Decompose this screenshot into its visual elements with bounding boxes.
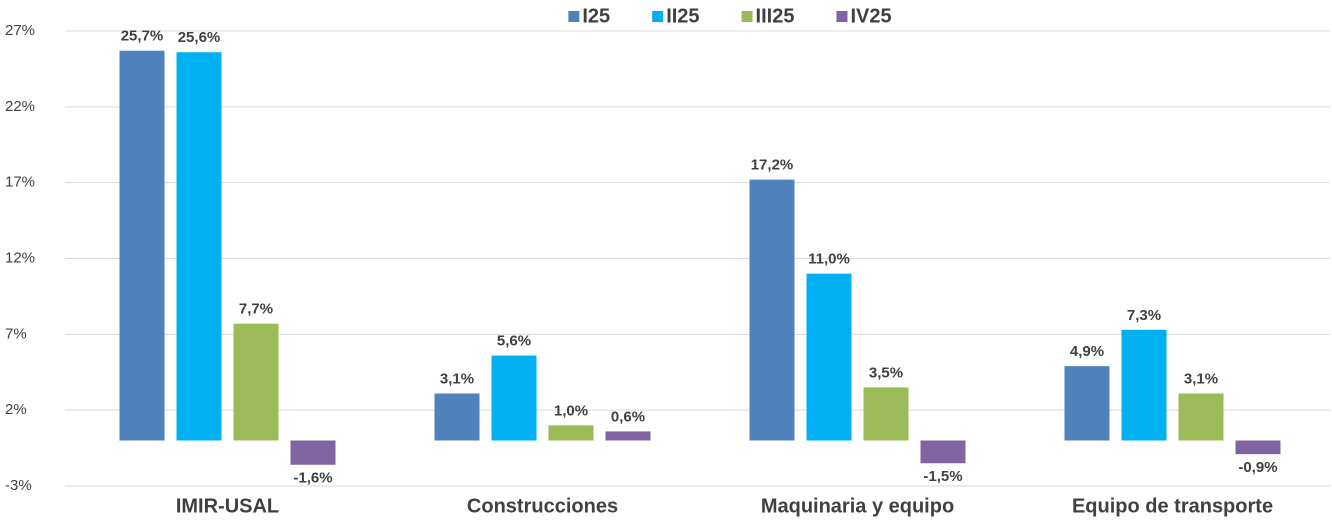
legend-swatch	[568, 11, 580, 22]
value-label: 25,7%	[121, 28, 164, 45]
y-tick-label: 17%	[5, 174, 35, 191]
y-tick-label: 12%	[5, 249, 35, 266]
value-label: 25,6%	[178, 29, 221, 46]
value-label: -1,5%	[923, 468, 962, 485]
bar	[176, 52, 222, 441]
bar	[290, 440, 336, 465]
bar	[233, 323, 279, 441]
bar	[1064, 366, 1110, 441]
legend-label: IV25	[850, 5, 891, 27]
value-label: 4,9%	[1070, 343, 1104, 360]
value-label: -1,6%	[293, 470, 332, 487]
y-tick-label: 27%	[5, 22, 35, 39]
value-label: -0,9%	[1238, 459, 1277, 476]
bar	[1121, 329, 1167, 441]
x-tick-label: IMIR-USAL	[176, 495, 279, 517]
y-tick-label: 22%	[5, 98, 35, 115]
legend-label: III25	[756, 5, 795, 27]
legend-label: I25	[582, 5, 610, 27]
bar	[1235, 440, 1281, 455]
value-label: 3,1%	[440, 370, 474, 387]
bar	[1178, 393, 1224, 441]
value-label: 3,1%	[1184, 370, 1218, 387]
legend-label: II25	[666, 5, 699, 27]
bar	[434, 393, 480, 441]
x-tick-label: Maquinaria y equipo	[761, 495, 954, 517]
x-tick-label: Construcciones	[467, 495, 618, 517]
legend-swatch	[652, 11, 664, 22]
value-label: 17,2%	[751, 157, 794, 174]
value-label: 1,0%	[554, 402, 588, 419]
value-label: 7,7%	[239, 301, 273, 318]
bar	[548, 425, 594, 441]
bar	[605, 431, 651, 441]
bar	[806, 273, 852, 441]
bar	[119, 50, 165, 441]
legend-swatch	[836, 11, 848, 22]
y-tick-label: -3%	[5, 477, 32, 494]
value-label: 0,6%	[611, 408, 645, 425]
value-label: 7,3%	[1127, 307, 1161, 324]
value-label: 11,0%	[808, 251, 850, 268]
y-tick-label: 2%	[5, 401, 27, 418]
y-tick-label: 7%	[5, 325, 27, 342]
value-label: 3,5%	[869, 364, 903, 381]
legend-swatch	[741, 11, 753, 22]
bar	[863, 387, 909, 441]
bar	[491, 355, 537, 441]
bar	[920, 440, 966, 464]
value-label: 5,6%	[497, 333, 531, 350]
x-tick-label: Equipo de transporte	[1072, 495, 1273, 517]
bar	[749, 179, 795, 441]
